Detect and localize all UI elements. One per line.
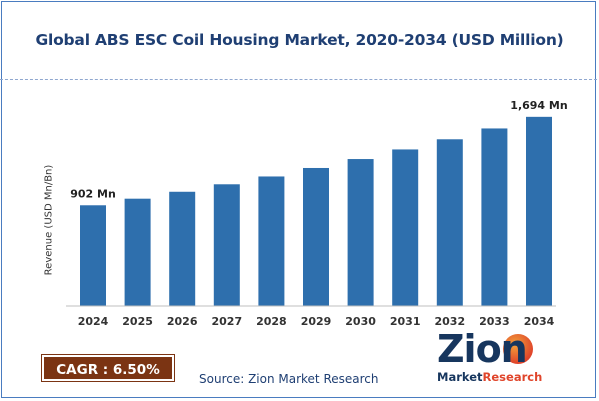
- x-tick-label-2033: 2033: [479, 315, 510, 328]
- bar-2030: [347, 159, 374, 306]
- x-tick-label-2031: 2031: [390, 315, 421, 328]
- zion-logo: Zion MarketResearch: [437, 330, 549, 386]
- logo-sub-text: MarketResearch: [437, 370, 543, 384]
- x-tick-label-2029: 2029: [301, 315, 332, 328]
- x-tick-label-2028: 2028: [256, 315, 287, 328]
- bar-2033: [481, 128, 508, 306]
- title-divider: [0, 79, 597, 80]
- x-tick-label-2030: 2030: [345, 315, 376, 328]
- x-tick-label-2026: 2026: [167, 315, 198, 328]
- x-tick-label-2032: 2032: [434, 315, 465, 328]
- bar-2032: [436, 139, 463, 306]
- bar-2034: [526, 116, 552, 306]
- cagr-badge: CAGR : 6.50%: [41, 354, 175, 382]
- bar-2029: [303, 167, 329, 306]
- data-label-2034: 1,694 Mn: [510, 99, 567, 112]
- bar-2027: [213, 184, 240, 306]
- bar-2028: [258, 176, 285, 306]
- logo-main-text: Zion: [437, 327, 528, 371]
- x-tick-label-2034: 2034: [524, 315, 555, 328]
- globe-icon: [503, 334, 533, 364]
- bar-2031: [392, 149, 419, 306]
- x-tick-label-2025: 2025: [122, 315, 153, 328]
- x-tick-label-2027: 2027: [211, 315, 242, 328]
- bar-2026: [169, 191, 196, 306]
- bar-2025: [124, 198, 151, 306]
- x-tick-label-2024: 2024: [78, 315, 109, 328]
- data-label-2024: 902 Mn: [70, 187, 116, 200]
- chart-title: Global ABS ESC Coil Housing Market, 2020…: [35, 31, 564, 49]
- source-text: Source: Zion Market Research: [199, 372, 379, 386]
- bar-2024: [80, 205, 106, 306]
